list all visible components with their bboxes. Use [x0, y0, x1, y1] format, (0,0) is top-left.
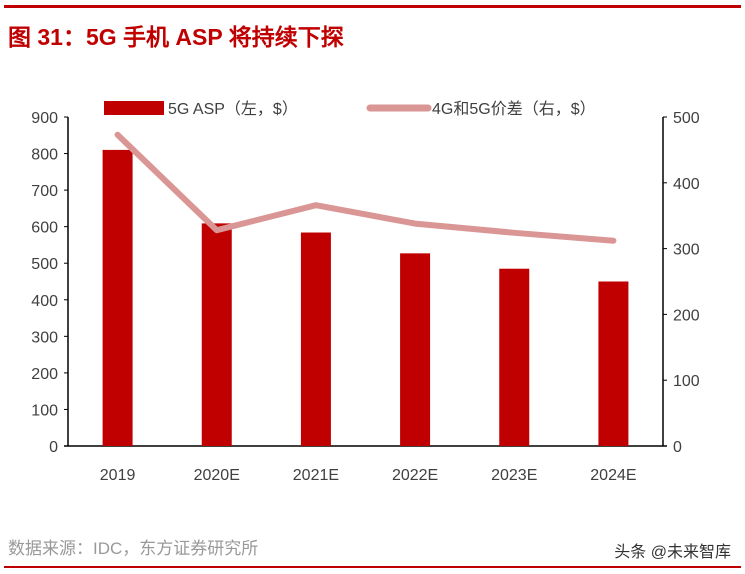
- legend-line-label: 4G和5G价差（右，$）: [432, 100, 596, 118]
- left-tick-label: 100: [31, 402, 58, 419]
- bar-2022E: [400, 253, 431, 446]
- bar-2023E: [499, 268, 530, 446]
- left-tick-label: 500: [31, 256, 58, 273]
- watermark: 头条 @未来智库: [614, 544, 731, 561]
- bar-2019: [102, 149, 133, 446]
- left-tick-label: 600: [31, 220, 58, 237]
- right-tick-label: 300: [673, 242, 700, 259]
- legend-bar-label: 5G ASP（左，$）: [168, 100, 298, 118]
- legend-bar-swatch: [104, 101, 164, 115]
- right-tick-label: 100: [673, 373, 700, 390]
- bar-2020E: [201, 223, 232, 446]
- x-tick-label: 2020E: [194, 467, 240, 484]
- left-tick-label: 900: [31, 110, 58, 127]
- x-tick-label: 2019: [100, 467, 136, 484]
- left-tick-label: 800: [31, 147, 58, 164]
- right-tick-label: 500: [673, 110, 700, 127]
- x-tick-label: 2021E: [293, 467, 339, 484]
- bar-2021E: [300, 232, 331, 446]
- left-tick-label: 400: [31, 293, 58, 310]
- right-tick-label: 0: [673, 439, 682, 456]
- x-tick-label: 2022E: [392, 467, 438, 484]
- x-tick-label: 2024E: [590, 467, 636, 484]
- bar-2024E: [598, 281, 629, 446]
- top-rule: [4, 5, 741, 8]
- line-series: [114, 131, 617, 244]
- left-tick-label: 700: [31, 183, 58, 200]
- left-tick-label: 0: [49, 439, 58, 456]
- figure-title: 图 31：5G 手机 ASP 将持续下探: [8, 24, 344, 50]
- source-note: 数据来源：IDC，东方证券研究所: [8, 539, 259, 558]
- left-tick-label: 200: [31, 366, 58, 383]
- bottom-rule: [4, 566, 741, 568]
- right-tick-label: 200: [673, 307, 700, 324]
- right-tick-label: 400: [673, 176, 700, 193]
- x-tick-label: 2023E: [491, 467, 537, 484]
- left-tick-label: 300: [31, 329, 58, 346]
